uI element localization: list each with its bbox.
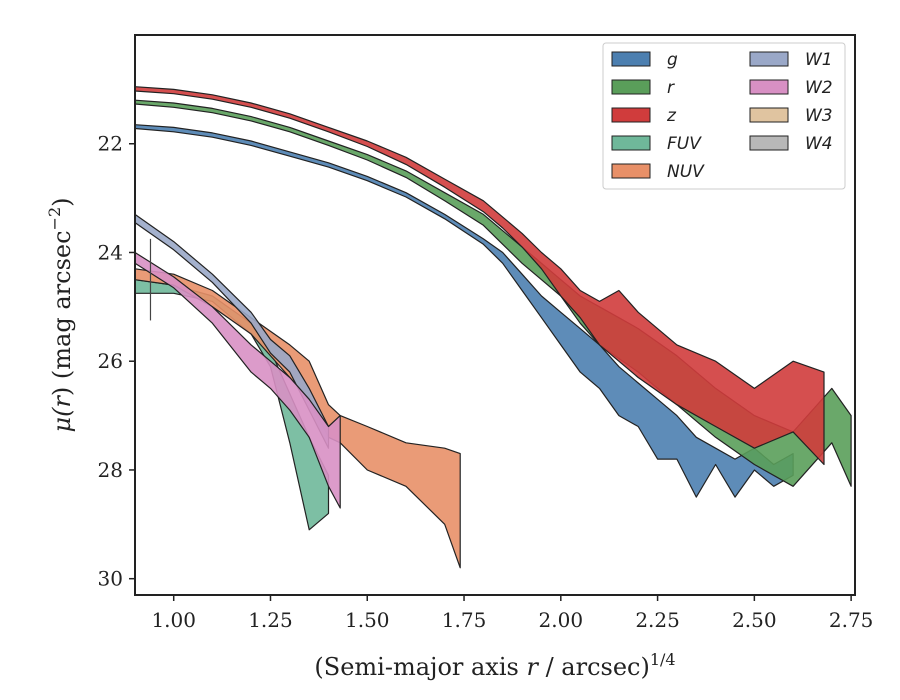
- legend-swatch: [749, 135, 789, 151]
- x-tick-label: 1.75: [442, 608, 487, 632]
- band-w2: [134, 251, 341, 509]
- legend-label: NUV: [667, 162, 705, 182]
- legend-label: W2: [805, 78, 833, 98]
- y-tick-label: 28: [98, 458, 123, 482]
- x-tick-label: 1.50: [345, 608, 390, 632]
- x-tick-label: 2.00: [539, 608, 584, 632]
- legend-swatch: [611, 51, 651, 67]
- x-tick-label: 1.00: [151, 608, 196, 632]
- band-z: [134, 86, 825, 466]
- x-axis-ticks: 1.00 1.25 1.50 1.75 2.00 2.25 2.50 2.75: [151, 595, 873, 632]
- legend-label: z: [666, 106, 677, 126]
- legend-label: W1: [805, 50, 833, 70]
- x-tick-label: 2.75: [829, 608, 874, 632]
- y-axis-label: μ(r) (mag arcsec−2): [45, 197, 76, 432]
- series-bands: [134, 86, 852, 569]
- plot-frame: [134, 34, 856, 596]
- legend-label: W4: [805, 134, 833, 154]
- legend: grz FUV NUV W1 W2 W3 W4: [602, 42, 846, 190]
- x-axis-label: (Semi-major axis r / arcsec)1/4: [314, 650, 675, 681]
- x-tick-label: 1.25: [248, 608, 293, 632]
- legend-swatch: [749, 107, 789, 123]
- legend-label: g: [667, 50, 678, 70]
- legend-swatch: [611, 163, 651, 179]
- legend-swatch: [749, 79, 789, 95]
- y-tick-label: 26: [98, 349, 123, 373]
- legend-label: r: [667, 78, 675, 98]
- x-tick-label: 2.50: [732, 608, 777, 632]
- legend-label: W3: [805, 106, 833, 126]
- band-nuv: [134, 268, 461, 569]
- legend-label: FUV: [667, 134, 702, 154]
- y-tick-label: 30: [98, 567, 123, 591]
- y-tick-label: 24: [98, 240, 123, 264]
- legend-swatch: [611, 79, 651, 95]
- y-axis-ticks: 22 24 26 28 30: [98, 132, 135, 591]
- legend-swatch: [611, 107, 651, 123]
- legend-swatch: [749, 51, 789, 67]
- legend-swatch: [611, 135, 651, 151]
- x-tick-label: 2.25: [635, 608, 680, 632]
- y-tick-label: 22: [98, 132, 123, 156]
